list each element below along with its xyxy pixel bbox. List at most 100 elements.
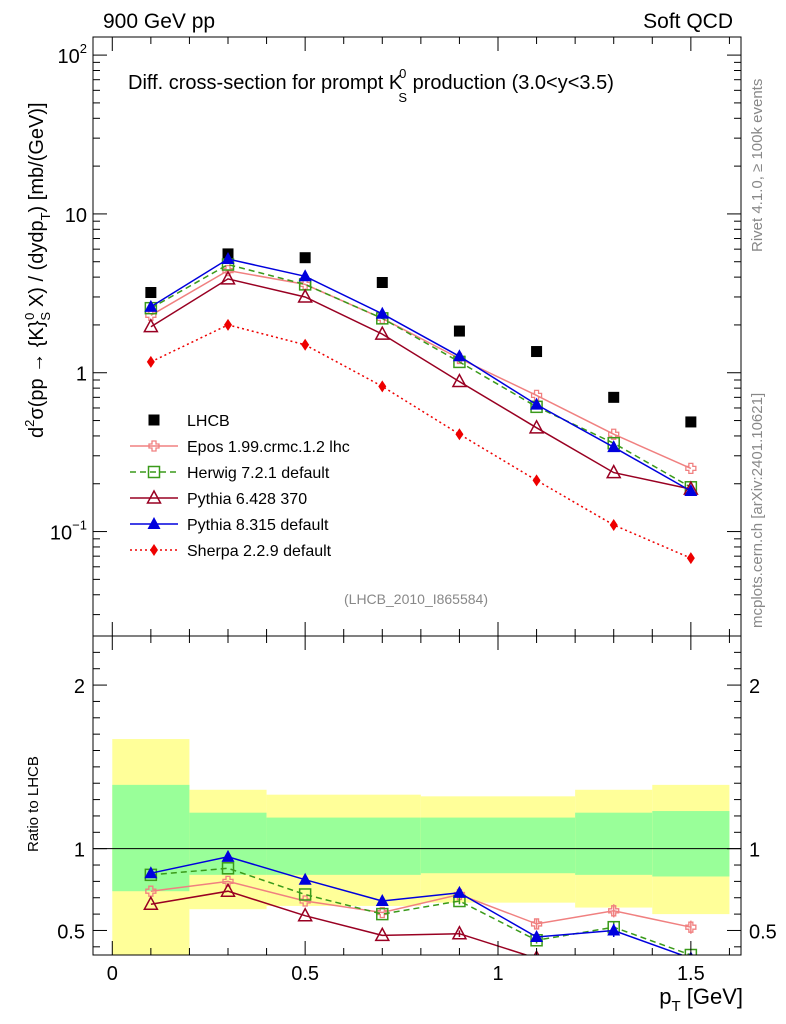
point-Epos-7 xyxy=(685,462,697,475)
ratio-xtick-label: 1.5 xyxy=(677,963,705,985)
point-Sherpa-0 xyxy=(146,355,155,368)
x-axis-label: pT [GeV] xyxy=(659,984,743,1015)
ratio-clipped xyxy=(143,849,698,955)
ratio-point-Pythia6-2 xyxy=(297,907,313,922)
ratio-point-Pythia8-1 xyxy=(221,849,235,862)
main-ytick-base: 10 xyxy=(58,46,80,68)
legend-marker-Herwig xyxy=(147,465,161,479)
ratio-series-layer xyxy=(143,849,698,955)
ratio-point-Herwig-1 xyxy=(221,862,235,875)
ratio-point-Epos-7 xyxy=(685,921,697,933)
ratio-series-Pythia8 xyxy=(144,849,693,955)
point-Pythia6-5 xyxy=(528,419,545,434)
point-Epos-6-shape xyxy=(608,428,620,440)
point-Pythia6-2 xyxy=(297,288,313,303)
legend-marker-LHCB xyxy=(148,414,160,426)
point-Sherpa-7 xyxy=(686,552,695,565)
ratio-point-Pythia8-0 xyxy=(144,866,158,879)
ratio-point-Pythia6-3 xyxy=(374,926,391,942)
legend-marker-Epos-shape xyxy=(148,440,160,452)
point-Pythia8-0 xyxy=(144,299,158,312)
point-LHCB-3 xyxy=(376,276,388,288)
series-Pythia8 xyxy=(144,252,698,497)
ratio-point-Epos-0-shape xyxy=(145,885,157,897)
mcplots-label: mcplots.cern.ch [arXiv:2401.10621] xyxy=(749,393,766,628)
ratio-xtick-label: 0.5 xyxy=(291,963,319,985)
ratio-point-Pythia6-1 xyxy=(220,882,236,897)
ratio-point-Epos-5 xyxy=(530,918,543,930)
legend-label-LHCB: LHCB xyxy=(187,413,230,430)
point-Pythia6-6 xyxy=(605,464,622,479)
ratio-point-Herwig-2 xyxy=(298,888,312,901)
legend-label-Pythia8: Pythia 8.315 default xyxy=(187,517,329,534)
ratio-point-Pythia8-4 xyxy=(452,885,466,898)
band-inner-4 xyxy=(575,812,653,875)
point-Epos-7-shape xyxy=(685,462,697,475)
legend-marker-Epos xyxy=(148,440,160,452)
main-title: Diff. cross-section for prompt K0 S produ… xyxy=(128,66,614,105)
ratio-line-Pythia8 xyxy=(150,856,684,955)
ratio-point-Pythia6-4 xyxy=(451,925,468,940)
point-Sherpa-5 xyxy=(532,474,541,487)
point-LHCB-7 xyxy=(685,416,697,428)
point-Sherpa-3 xyxy=(378,380,387,393)
xlabel-p: p xyxy=(659,984,671,1009)
ratio-xtick-label: 0 xyxy=(107,963,118,985)
ratio-point-Epos-7-shape xyxy=(685,921,697,933)
xlabel-rest: [GeV] xyxy=(681,984,743,1009)
ratio-point-Epos-6-shape xyxy=(608,905,620,917)
ratio-frame-box xyxy=(92,635,742,956)
ratio-ytick-label-left: 1 xyxy=(74,840,85,862)
ylabel-b-sup: 0 xyxy=(22,313,37,320)
series-Herwig xyxy=(144,258,698,494)
point-Sherpa-4 xyxy=(455,428,464,441)
ratio-ytick-label-right: 0.5 xyxy=(749,921,777,943)
main-y-axis-label: d2σ(pp → {K}S0 X) / (dydpT) [mb/(GeV)] xyxy=(22,102,53,438)
main-ytick-label: 102 xyxy=(58,41,87,68)
main-ytick-label: 10−1 xyxy=(50,518,87,545)
ratio-point-Pythia6-0 xyxy=(143,895,159,911)
band-inner-3 xyxy=(420,817,576,874)
point-Epos-5 xyxy=(530,389,543,402)
ylabel-d: ) [mb/(GeV)] xyxy=(26,102,48,212)
point-LHCB-2 xyxy=(299,252,311,264)
ylabel-b-sub: S xyxy=(38,312,53,321)
ylabel-a-sup: 2 xyxy=(22,420,37,427)
ratio-point-Pythia8-6 xyxy=(607,923,621,936)
ratio-axes: 0.5 0.5 1 1 2 2 0 0.5 1 1.5 xyxy=(57,635,777,985)
ratio-line-Pythia6 xyxy=(150,890,529,955)
series-line-Pythia6 xyxy=(150,278,692,490)
series-line-Epos xyxy=(150,269,692,470)
rivet-label: Rivet 4.1.0, ≥ 100k events xyxy=(749,79,766,252)
point-Pythia8-6 xyxy=(607,440,621,453)
legend-marker-Pythia8 xyxy=(147,517,161,529)
legend-label-Epos: Epos 1.99.crmc.1.2 lhc xyxy=(187,439,350,456)
point-Epos-5-shape xyxy=(530,389,543,402)
main-ytick-label: 1 xyxy=(76,364,87,386)
point-Pythia6-3 xyxy=(374,325,391,340)
point-LHCB-5 xyxy=(531,346,543,358)
legend-marker-Pythia6 xyxy=(146,489,162,504)
point-LHCB-0 xyxy=(145,287,157,299)
point-Pythia8-7 xyxy=(684,484,698,497)
point-Pythia8-4 xyxy=(452,349,466,362)
ratio-line-Herwig xyxy=(150,867,692,955)
legend-marker-Sherpa xyxy=(150,544,158,556)
point-Epos-6 xyxy=(608,428,620,440)
header-left: 900 GeV pp xyxy=(103,10,215,33)
ylabel-c-sub: T xyxy=(38,212,53,220)
point-Sherpa-1 xyxy=(224,318,232,331)
point-Pythia6-0 xyxy=(143,318,159,333)
ratio-bands xyxy=(93,739,741,955)
ratio-ytick-label-right: 2 xyxy=(749,676,760,698)
ratio-point-Pythia8-5 xyxy=(530,930,544,943)
main-title-sub: S xyxy=(398,90,407,105)
ratio-ytick-label-left: 0.5 xyxy=(57,921,85,943)
legend-label-Sherpa: Sherpa 2.2.9 default xyxy=(187,543,332,560)
header-right: Soft QCD xyxy=(643,10,733,33)
main-title-pre: Diff. cross-section for prompt K xyxy=(128,72,403,94)
point-Pythia8-2 xyxy=(298,269,312,282)
ratio-point-Epos-5-shape xyxy=(530,918,543,930)
main-ytick-label: 10 xyxy=(65,205,87,227)
